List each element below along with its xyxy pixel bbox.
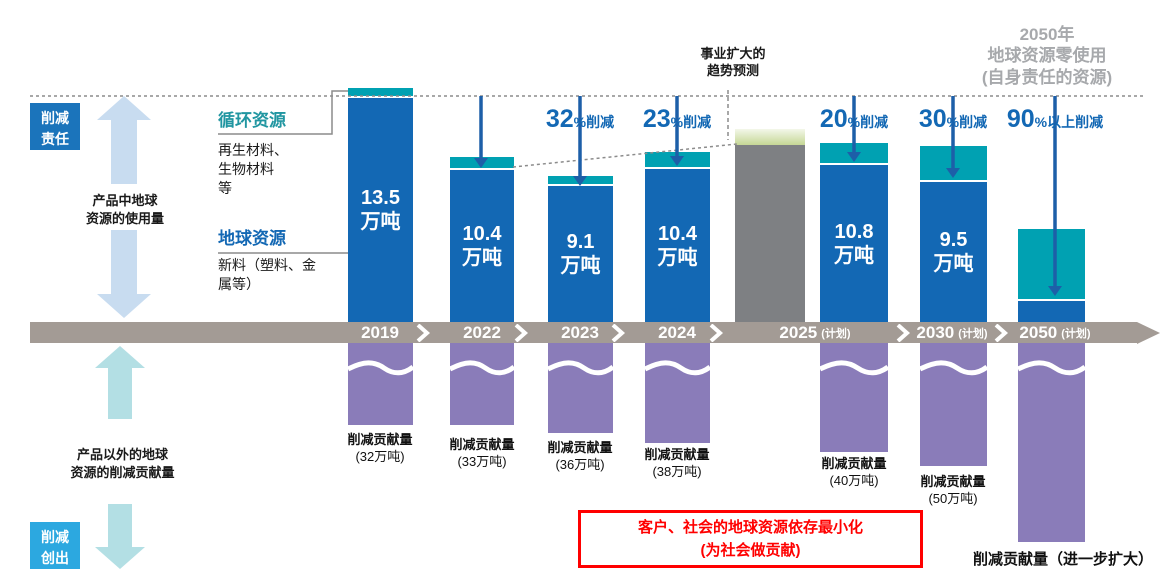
- timeline-chevron-icon: [896, 324, 911, 342]
- timeline-year-2023: 2023: [561, 322, 599, 342]
- bar-2030-circular: [920, 146, 987, 180]
- goal-2050-title: 2050年 地球资源零使用 (自身责任的资源): [981, 25, 1113, 87]
- up-arrow-icon: [97, 96, 151, 120]
- bar-2030-earth: 9.5 万吨: [920, 180, 987, 322]
- wave-break-icon: [450, 360, 514, 376]
- wave-break-icon: [348, 360, 413, 376]
- contribution-label-2024: 削减贡献量 (38万吨): [644, 447, 710, 479]
- contribution-bar-2022: [450, 343, 514, 425]
- contribution-label-2030: 削减贡献量 (50万吨): [920, 474, 986, 506]
- social-contribution-callout: 客户、社会的地球资源依存最小化 (为社会做贡献): [578, 510, 923, 568]
- contribution-label-2050: 削减贡献量（进一步扩大）: [973, 551, 1154, 568]
- reduction-creation-badge: 削减 创出: [30, 522, 80, 569]
- contribution-label-2019: 削减贡献量 (32万吨): [347, 432, 413, 464]
- reduction-responsibility-badge: 削减 责任: [30, 103, 80, 150]
- contribution-bar-2050: [1018, 343, 1085, 542]
- wave-break-icon: [548, 360, 613, 376]
- timeline-year-2050: 2050 (计划): [1019, 322, 1091, 342]
- non-product-contribution-label: 产品以外的地球 资源的削减贡献量: [70, 447, 175, 480]
- timeline-arrow-tip: [1137, 322, 1160, 344]
- pct-label-2030: 30%削减: [918, 105, 988, 133]
- contribution-bar-2030: [920, 343, 987, 466]
- legend-earth-resources: 地球资源: [218, 229, 286, 248]
- bar-2025-circular: [820, 143, 888, 163]
- timeline-year-2030: 2030 (计划): [916, 322, 988, 342]
- timeline-chevron-icon: [994, 324, 1009, 342]
- pct-label-2024: 23%削减: [642, 105, 712, 133]
- contribution-label-2023: 削减贡献量 (36万吨): [547, 440, 613, 472]
- legend-circular-desc: 再生材料、 生物材料 等: [218, 142, 288, 196]
- product-earth-resource-label: 产品中地球 资源的使用量: [85, 193, 164, 226]
- bar-2050-circular: [1018, 229, 1085, 299]
- bar-2050-earth: [1018, 299, 1085, 322]
- bar-2025-forecast-cap: [735, 129, 805, 145]
- bar-value-2022: 10.4 万吨: [462, 223, 502, 269]
- legend-earth-desc: 新料（塑料、金 属等）: [218, 257, 316, 292]
- contribution-label-2022: 削减贡献量 (33万吨): [449, 437, 515, 469]
- timeline-year-2022: 2022: [463, 322, 501, 342]
- contribution-bar-2019: [348, 343, 413, 425]
- timeline-year-2019: 2019: [361, 322, 399, 342]
- down-arrow-teal-shaft: [108, 504, 132, 548]
- bar-2019-circular: [348, 88, 413, 96]
- wave-break-icon: [920, 360, 987, 376]
- pct-label-2050: 90%以上削减: [1006, 105, 1104, 133]
- bar-2024-circular: [645, 152, 710, 167]
- timeline-chevron-icon: [514, 324, 529, 342]
- legend-circular-resources: 循环资源: [218, 111, 286, 130]
- bar-2025-forecast: [735, 145, 805, 322]
- wave-break-icon: [820, 360, 888, 376]
- bar-value-2024: 10.4 万吨: [657, 222, 698, 269]
- bar-2023-circular: [548, 176, 613, 184]
- bar-value-2025: 10.8 万吨: [834, 220, 874, 267]
- timeline-chevron-icon: [611, 324, 626, 342]
- down-arrow-teal-icon: [95, 547, 145, 569]
- timeline-year-2024: 2024: [658, 322, 696, 342]
- timeline-band: [30, 322, 1137, 343]
- up-arrow-teal-icon: [95, 346, 145, 368]
- trend-forecast-note: 事业扩大的 趋势预测: [700, 46, 766, 78]
- timeline-year-2025: 2025 (计划): [779, 322, 851, 342]
- contribution-bar-2023: [548, 343, 613, 433]
- bar-2023-earth: 9.1 万吨: [548, 184, 613, 322]
- contribution-bar-2024: [645, 343, 710, 443]
- timeline-chevron-icon: [416, 324, 431, 342]
- bar-value-2030: 9.5 万吨: [933, 229, 974, 275]
- contribution-bar-2025: [820, 343, 888, 452]
- up-arrow-shaft: [111, 119, 137, 184]
- bar-value-2019: 13.5 万吨: [360, 187, 401, 233]
- bar-2022-circular: [450, 157, 514, 168]
- pct-label-2023: 32%削减: [545, 105, 615, 133]
- down-arrow-shaft: [111, 230, 137, 294]
- bar-2024-earth: 10.4 万吨: [645, 167, 710, 322]
- bar-value-2023: 9.1 万吨: [560, 231, 601, 277]
- bar-2019-earth: 13.5 万吨: [348, 96, 413, 322]
- up-arrow-teal-shaft: [108, 367, 132, 419]
- wave-break-icon: [1018, 360, 1085, 376]
- timeline-chevron-icon: [709, 324, 724, 342]
- wave-break-icon: [645, 360, 710, 376]
- pct-label-2025: 20%削减: [819, 105, 889, 133]
- bar-2022-earth: 10.4 万吨: [450, 168, 514, 322]
- down-arrow-icon: [97, 294, 151, 318]
- bar-2025-earth: 10.8 万吨: [820, 163, 888, 322]
- contribution-label-2025: 削减贡献量 (40万吨): [821, 456, 887, 488]
